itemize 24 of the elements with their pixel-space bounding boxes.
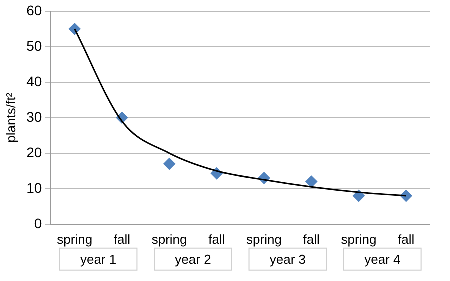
x-tick-label: fall [398, 232, 415, 247]
y-tick-label: 20 [26, 144, 42, 160]
y-tick-label: 10 [26, 180, 42, 196]
point [352, 190, 365, 202]
text: year 3 [270, 252, 306, 267]
y-tick-label: 30 [26, 108, 42, 125]
y-tick-label: 0 [34, 215, 42, 232]
point [68, 23, 81, 36]
x-tick-label: spring [57, 232, 93, 247]
x-tick-label: spring [341, 232, 377, 247]
point [306, 176, 318, 188]
x-tick-label: spring [246, 232, 282, 247]
text: year 2 [175, 252, 212, 267]
x-tick-label: spring [152, 232, 188, 247]
y-tick-label: 50 [26, 38, 42, 54]
text: year 1 [80, 252, 117, 267]
x-tick-label: fall [303, 232, 320, 247]
point [164, 158, 176, 170]
y-tick-label: 40 [26, 73, 42, 90]
x-tick-label: fall [114, 232, 131, 247]
y-tick-label: 60 [26, 2, 42, 18]
x-tick-label: fall [208, 232, 226, 247]
y-axis-title: plants/ft² [3, 92, 18, 143]
text: year 4 [364, 252, 401, 267]
